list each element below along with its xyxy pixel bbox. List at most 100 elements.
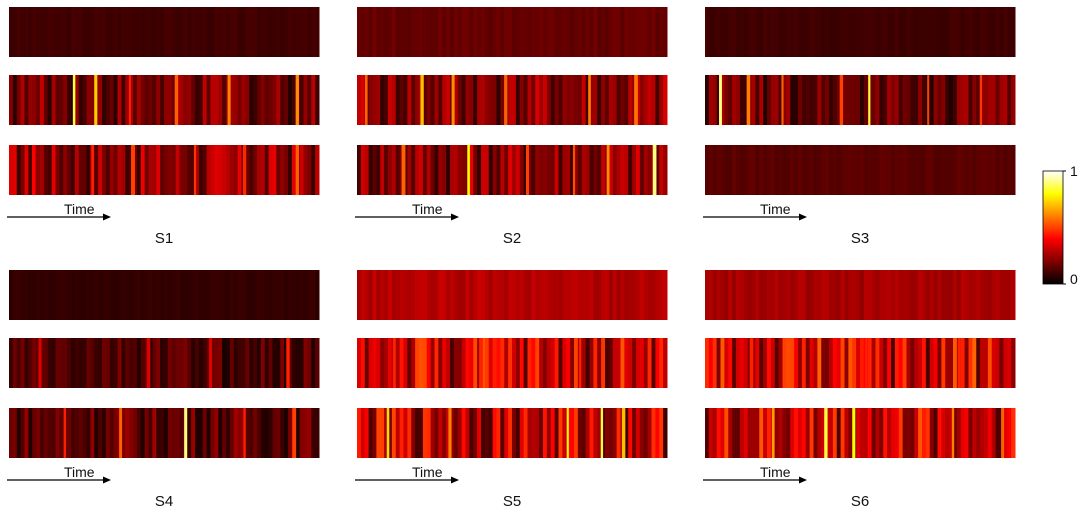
band-stripe — [972, 145, 977, 195]
band-stripe — [728, 145, 733, 195]
band-stripe — [708, 338, 714, 388]
band-stripe — [964, 145, 969, 195]
band-stripe — [303, 75, 308, 125]
band-stripe — [736, 145, 741, 195]
band-stripe — [307, 270, 312, 320]
band-stripe — [164, 338, 169, 388]
band-stripe — [550, 270, 556, 320]
band-stripe — [86, 408, 91, 458]
band-stripe — [918, 145, 923, 195]
band-stripe — [360, 145, 366, 195]
band-stripe — [391, 145, 397, 195]
band-stripe — [133, 338, 138, 388]
band-stripe — [484, 145, 490, 195]
band-stripe — [643, 75, 649, 125]
band-stripe — [879, 408, 884, 458]
band-stripe — [829, 145, 834, 195]
band-stripe — [198, 75, 204, 125]
band-stripe — [206, 145, 211, 195]
band-stripe — [105, 75, 111, 125]
band-stripe — [202, 145, 208, 195]
band-stripe — [276, 408, 281, 458]
band-stripe — [496, 75, 501, 125]
band-stripe — [295, 270, 301, 320]
heatmap-band-s1-1 — [9, 7, 320, 57]
band-stripe — [801, 408, 807, 458]
band-stripe — [264, 408, 270, 458]
band-stripe — [964, 338, 969, 388]
band-stripe — [360, 75, 366, 125]
band-stripe — [102, 75, 107, 125]
band-stripe — [465, 338, 470, 388]
band-stripe — [187, 75, 192, 125]
band-stripe — [202, 7, 208, 57]
band-stripe — [311, 338, 316, 388]
band-spike — [292, 408, 297, 458]
band-stripe — [492, 145, 497, 195]
band-stripe — [9, 7, 14, 57]
band-stripe — [562, 408, 567, 458]
band-stripe — [407, 408, 412, 458]
band-stripe — [148, 270, 153, 320]
band-stripe — [214, 7, 219, 57]
band-stripe — [616, 408, 621, 458]
band-stripe — [376, 7, 381, 57]
band-stripe — [887, 75, 892, 125]
band-stripe — [422, 338, 428, 388]
band-spike — [128, 75, 131, 125]
band-stripe — [245, 338, 250, 388]
band-stripe — [871, 7, 876, 57]
band-stripe — [995, 338, 1000, 388]
band-stripe — [937, 145, 942, 195]
band-stripe — [148, 145, 153, 195]
band-stripe — [910, 408, 915, 458]
band-stripe — [1007, 338, 1012, 388]
band-stripe — [937, 270, 942, 320]
band-stripe — [504, 270, 509, 320]
band-stripe — [160, 338, 165, 388]
band-stripe — [782, 75, 787, 125]
band-stripe — [1007, 7, 1012, 57]
band-stripe — [732, 408, 737, 458]
band-stripe — [836, 7, 842, 57]
band-stripe — [949, 408, 954, 458]
band-stripe — [125, 408, 130, 458]
band-stripe — [574, 7, 579, 57]
band-stripe — [245, 145, 250, 195]
band-stripe — [384, 408, 389, 458]
band-stripe — [20, 145, 25, 195]
band-stripe — [457, 75, 463, 125]
band-stripe — [426, 7, 432, 57]
band-stripe — [477, 75, 482, 125]
band-stripe — [712, 75, 718, 125]
band-stripe — [767, 270, 772, 320]
band-stripe — [558, 75, 563, 125]
band-stripe — [941, 7, 946, 57]
band-stripe — [179, 270, 184, 320]
band-stripe — [809, 270, 814, 320]
band-stripe — [976, 270, 981, 320]
band-stripe — [144, 145, 149, 195]
band-stripe — [47, 270, 53, 320]
band-stripe — [736, 75, 741, 125]
heatmap-band-s6-3 — [705, 408, 1016, 458]
band-stripe — [720, 75, 725, 125]
band-stripe — [78, 7, 84, 57]
band-stripe — [257, 145, 262, 195]
band-stripe — [380, 75, 385, 125]
band-spike — [634, 75, 638, 125]
band-stripe — [515, 270, 521, 320]
band-stripe — [817, 408, 822, 458]
band-stripe — [98, 145, 103, 195]
band-stripe — [898, 338, 904, 388]
band-stripe — [210, 408, 215, 458]
band-stripe — [195, 408, 200, 458]
band-stripe — [991, 270, 997, 320]
band-stripe — [991, 338, 997, 388]
band-stripe — [415, 338, 420, 388]
band-stripe — [226, 270, 231, 320]
band-stripe — [647, 408, 652, 458]
heatmap-band-s3-2 — [705, 75, 1016, 125]
band-stripe — [36, 145, 41, 195]
band-stripe — [113, 145, 118, 195]
